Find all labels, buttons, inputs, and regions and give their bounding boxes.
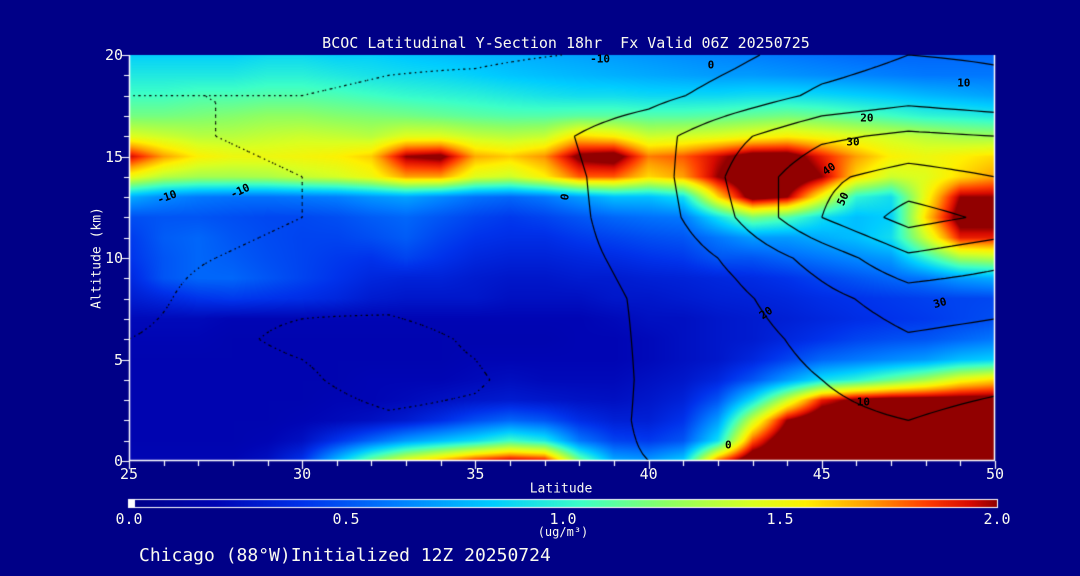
contour-label: 0 xyxy=(724,438,732,452)
y-tick-label: 0 xyxy=(113,452,123,470)
colorbar-unit-label: (ug/m³) xyxy=(537,525,589,539)
colorbar-tick-label: 0.0 xyxy=(115,510,143,528)
contour-label: 20 xyxy=(860,111,874,125)
x-tick-label: 50 xyxy=(985,465,1005,483)
x-tick-label: 30 xyxy=(293,465,312,483)
y-tick-label: 20 xyxy=(104,46,123,64)
y-tick-label: 10 xyxy=(104,249,123,267)
x-tick-label: 40 xyxy=(639,465,658,483)
contour-label: 10 xyxy=(957,76,971,90)
contour-label: -10 xyxy=(590,52,611,66)
x-axis-label: Latitude xyxy=(529,481,593,497)
colorbar-tick-label: 0.5 xyxy=(332,510,360,528)
colorbar-tick-label: 2.0 xyxy=(983,510,1011,528)
x-tick-label: 45 xyxy=(812,465,831,483)
x-tick-label: 35 xyxy=(466,465,485,483)
contour-label: 30 xyxy=(931,294,948,311)
y-tick-label: 5 xyxy=(113,350,123,369)
y-tick-label: 15 xyxy=(104,147,123,166)
colorbar-tick-label: 1.5 xyxy=(766,510,794,528)
contour-label: 30 xyxy=(846,135,860,149)
plot-title: BCOC Latitudinal Y-Section 18hr Fx Valid… xyxy=(322,34,810,52)
contour-label: 0 xyxy=(707,58,715,72)
contour-label: 10 xyxy=(856,395,870,409)
colorbar-tick-label: 1.0 xyxy=(549,510,577,528)
y-axis-label: Altitude (km) xyxy=(89,207,105,309)
x-tick-label: 25 xyxy=(119,465,139,483)
init-caption: Chicago (88°W)Initialized 12Z 20250724 xyxy=(139,545,551,566)
